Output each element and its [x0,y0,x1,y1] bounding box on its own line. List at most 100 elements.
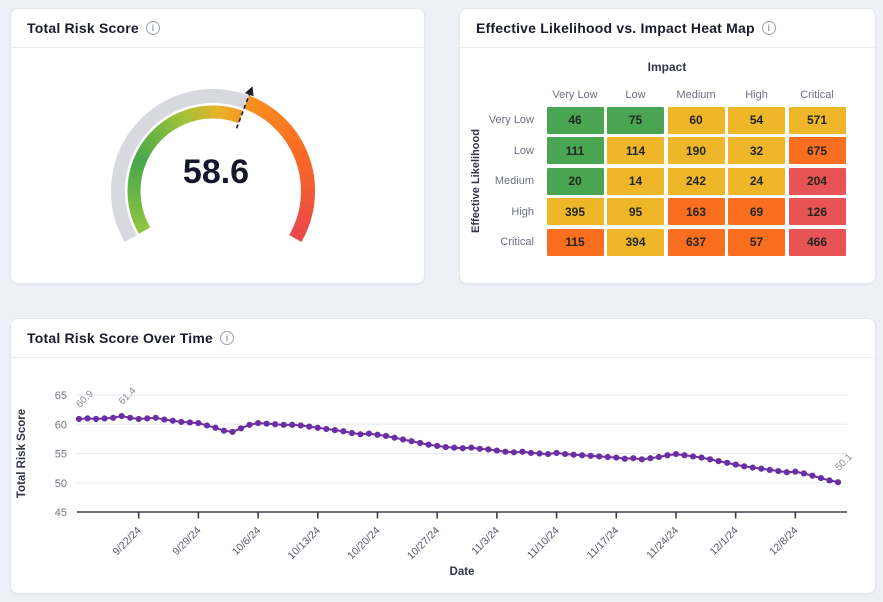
data-point[interactable] [434,442,441,449]
data-point[interactable] [75,415,83,423]
data-point[interactable] [544,450,552,458]
data-point[interactable] [834,479,842,486]
heatmap-cell[interactable]: 54 [728,106,785,134]
data-point[interactable] [741,463,748,470]
info-icon[interactable]: i [219,331,234,345]
gauge-chart[interactable]: 58.6 [11,49,426,285]
data-point[interactable] [706,456,714,463]
heatmap-cell[interactable]: 14 [607,167,664,195]
data-point[interactable] [297,422,304,429]
data-point[interactable] [562,450,569,458]
heatmap-cell[interactable]: 675 [788,137,846,164]
data-point[interactable] [365,430,373,437]
data-point[interactable] [161,416,168,423]
data-point[interactable] [254,419,262,427]
data-point[interactable] [118,412,125,420]
data-point[interactable] [817,474,825,482]
data-point[interactable] [732,461,739,468]
heatmap-cell[interactable]: 69 [728,198,785,225]
heatmap-cell[interactable]: 115 [546,228,604,256]
heatmap-cell[interactable]: 46 [546,106,604,134]
data-point[interactable] [758,465,765,472]
data-point[interactable] [92,415,100,423]
data-point[interactable] [442,443,449,451]
data-point[interactable] [647,455,654,462]
data-point[interactable] [604,453,611,461]
data-point[interactable] [459,445,466,452]
data-point[interactable] [766,466,773,473]
data-point[interactable] [536,450,543,457]
data-point[interactable] [229,428,236,435]
heatmap-cell[interactable]: 126 [788,198,846,225]
data-point[interactable] [178,418,185,426]
data-point[interactable] [340,428,347,435]
heatmap-cell[interactable]: 57 [728,228,785,256]
data-point[interactable] [596,453,603,460]
data-point[interactable] [689,453,697,460]
line-chart[interactable]: 45 50 55 60 65 9/22/24 9/29/24 10/6/24 10/13/24 1… [11,359,877,595]
heatmap-cell[interactable]: 204 [788,167,846,195]
data-point[interactable] [195,419,202,427]
heatmap-cell[interactable]: 242 [667,167,725,195]
data-point[interactable] [110,414,117,421]
data-point[interactable] [485,446,492,453]
data-point[interactable] [84,415,91,422]
data-point[interactable] [664,452,671,459]
data-point[interactable] [579,452,586,459]
data-point[interactable] [348,429,355,437]
data-point[interactable] [382,432,390,440]
data-point[interactable] [638,456,645,463]
data-point[interactable] [408,438,415,445]
heatmap-cell[interactable]: 32 [728,137,785,164]
data-point[interactable] [331,427,338,434]
data-point[interactable] [152,414,159,421]
data-point[interactable] [476,445,483,452]
heatmap-cell[interactable]: 95 [607,198,664,225]
data-point[interactable] [621,455,628,462]
data-point[interactable] [655,453,663,461]
data-point[interactable] [289,421,296,428]
data-point[interactable] [698,454,705,461]
data-point[interactable] [425,441,432,448]
info-icon[interactable]: i [145,21,160,35]
data-point[interactable] [715,458,722,465]
data-point[interactable] [135,415,142,423]
data-point[interactable] [212,424,219,431]
data-point[interactable] [220,427,228,434]
data-point[interactable] [374,431,381,438]
data-point[interactable] [613,454,620,461]
data-point[interactable] [272,421,279,428]
heatmap-cell[interactable]: 395 [546,198,604,225]
data-point[interactable] [203,422,211,429]
heatmap-cell[interactable]: 111 [546,137,604,164]
heatmap-cell[interactable]: 394 [607,228,664,256]
data-point[interactable] [237,425,245,432]
data-point[interactable] [672,450,680,458]
data-point[interactable] [724,459,731,466]
data-point[interactable] [783,469,790,476]
heatmap-cell[interactable]: 60 [667,106,725,134]
data-point[interactable] [510,449,518,456]
data-point[interactable] [263,420,270,427]
data-point[interactable] [169,417,176,424]
data-point[interactable] [792,468,799,475]
data-point[interactable] [468,444,475,451]
heatmap-cell[interactable]: 24 [728,167,785,195]
data-point[interactable] [502,448,509,455]
heatmap-cell[interactable]: 163 [667,198,725,225]
data-point[interactable] [451,444,458,451]
data-point[interactable] [519,448,526,455]
data-point[interactable] [101,415,108,422]
data-point[interactable] [493,447,500,454]
data-point[interactable] [587,452,594,459]
heatmap-cell[interactable]: 637 [667,228,725,256]
info-icon[interactable]: i [761,21,776,35]
heatmap-cell[interactable]: 466 [788,228,846,256]
data-point[interactable] [186,419,193,426]
data-point[interactable] [681,452,688,459]
data-point[interactable] [314,424,321,431]
data-point[interactable] [399,436,407,443]
data-point[interactable] [570,451,577,458]
heatmap-cell[interactable]: 571 [788,106,846,134]
heatmap-cell[interactable]: 190 [667,137,725,164]
